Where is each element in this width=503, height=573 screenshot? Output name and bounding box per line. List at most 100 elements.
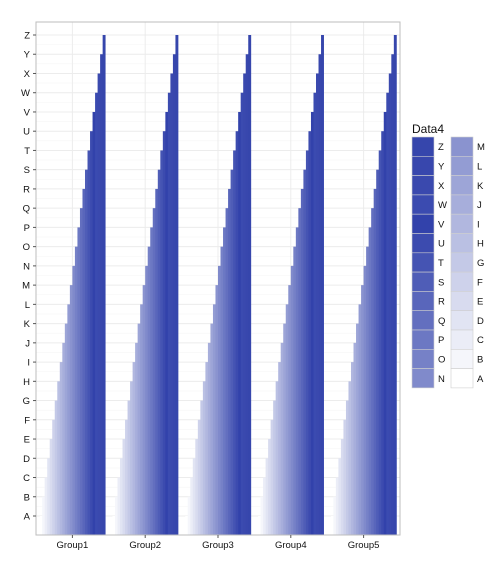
legend-item-t: T [411,252,444,273]
bar-group2-i [132,362,136,535]
bar-group4-l [285,304,289,535]
legend-swatch [411,233,435,254]
bar-group3-i [205,362,209,535]
legend-swatch [450,136,474,157]
x-tick-label: Group2 [129,540,161,551]
bar-group4-r [300,188,304,536]
bar-group4-n [290,265,294,535]
legend-label: X [438,181,445,192]
bar-group3-t [233,150,237,535]
bar-group1-i [59,362,63,535]
bar-group5-x [388,73,392,535]
bar-group2-l [140,304,144,535]
bar-group2-g [127,400,131,535]
legend-label: I [477,219,480,230]
bar-group5-b [333,496,337,535]
bar-group1-q [79,208,83,535]
legend-item-r: R [411,291,445,311]
y-tick-label: J [25,338,30,349]
bar-group4-v [310,111,314,536]
x-tick-label: Group1 [57,540,89,551]
y-tick-label: U [23,127,30,138]
legend-swatch [411,156,435,176]
bar-group1-f [52,419,56,535]
legend-item-u: U [411,233,445,254]
x-tick-label: Group4 [275,540,307,551]
bars [39,35,397,536]
bar-group3-x [243,73,247,535]
bar-group3-a [185,516,189,535]
legend-swatch [411,348,435,369]
bar-group2-w [167,92,171,535]
bar-group4-m [288,285,292,535]
bar-group2-k [137,323,141,535]
bar-group5-d [338,458,342,535]
legend-label: A [477,374,484,385]
legend-label: V [438,219,445,230]
bar-group2-n [145,265,149,535]
bar-group3-m [215,285,219,535]
legend-swatch [411,175,435,196]
y-tick-label: K [24,319,31,330]
legend-swatch [411,291,435,311]
legend-swatch [450,194,474,215]
bar-group2-o [147,246,151,535]
bar-group4-x [316,73,319,535]
legend-swatch [450,310,474,331]
bar-group3-u [235,131,239,535]
bar-group5-i [351,362,354,535]
bar-group2-v [165,111,169,536]
bar-group2-y [172,54,176,536]
bar-group3-l [212,304,216,535]
bar-group1-k [64,323,68,535]
legend-item-y: Y [411,156,445,176]
bar-group2-m [142,285,146,535]
legend-item-q: Q [411,310,445,331]
bar-group2-a [112,516,116,535]
legend-label: K [477,181,484,192]
legend-label: N [438,374,445,385]
bar-group4-q [298,208,302,535]
bar-group1-b [42,496,46,535]
bar-group1-p [77,227,81,535]
bar-group2-d [120,458,123,535]
y-tick-label: Q [23,204,30,215]
bar-group5-y [391,54,395,536]
bar-group5-r [373,188,377,536]
bar-group1-o [74,246,78,535]
y-tick-label: P [24,223,30,234]
legend-label: Q [438,316,445,327]
legend-item-c: C [450,329,484,350]
legend-label: Y [438,161,445,172]
legend-swatch [450,175,474,196]
bar-group5-w [386,92,390,535]
legend-swatch [450,213,474,234]
legend-item-k: K [450,175,484,196]
legend-item-j: J [450,194,482,215]
bar-group4-s [303,169,307,535]
legend-item-m: M [450,136,485,157]
bar-group3-d [192,458,196,535]
bar-group1-w [95,92,98,535]
legend-label: F [477,277,483,288]
legend-swatch [411,368,435,389]
bar-group3-b [187,496,191,535]
bar-group3-j [207,342,211,535]
y-tick-label: F [24,415,30,426]
bar-group5-p [368,227,372,535]
bar-group5-g [345,400,349,535]
bar-group1-x [97,73,101,535]
y-tick-label: X [24,69,31,80]
legend-swatch [450,233,474,254]
legend-swatch [411,136,435,157]
bar-group3-c [190,477,194,535]
bar-group5-k [356,323,359,535]
bar-group2-p [150,227,154,535]
bar-group1-d [47,458,51,535]
y-tick-label: H [23,377,30,388]
bar-group3-p [223,227,226,535]
bar-group1-l [67,304,71,535]
bar-group5-j [353,342,357,535]
bar-group5-v [383,111,387,536]
legend-item-g: G [450,252,484,273]
